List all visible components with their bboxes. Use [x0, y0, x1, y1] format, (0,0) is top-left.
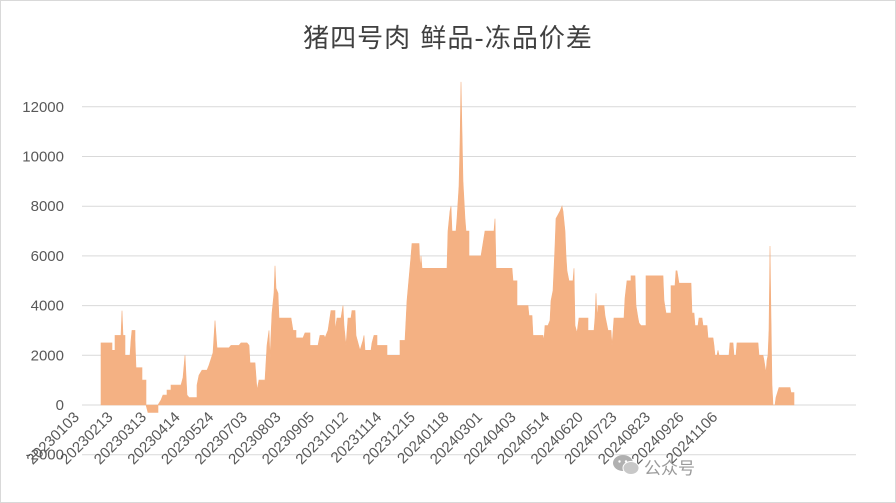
y-tick-label: 4000 [31, 298, 64, 315]
watermark-text: 公众号 [644, 459, 695, 479]
wechat-icon [613, 455, 640, 475]
series-area-fill [100, 81, 795, 413]
series-area [100, 81, 795, 413]
y-tick-label: 10000 [22, 149, 64, 166]
y-tick-label: 2000 [31, 347, 64, 364]
y-tick-label: -2000 [26, 447, 64, 464]
y-tick-label: 12000 [22, 99, 64, 116]
watermark: 公众号 [612, 452, 722, 482]
y-tick-label: 6000 [31, 248, 64, 265]
chart-title: 猪四号肉 鲜品-冻品价差 [303, 24, 593, 54]
y-tick-label: 0 [56, 397, 64, 414]
y-axis-ticks: -2000 0 2000 4000 6000 8000 10000 12000 [22, 99, 64, 464]
y-tick-label: 8000 [31, 198, 64, 215]
